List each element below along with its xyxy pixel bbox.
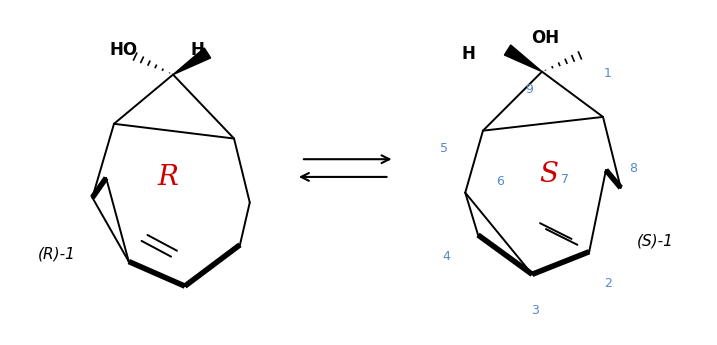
Text: (S)-1: (S)-1	[637, 233, 673, 248]
Text: 8: 8	[630, 161, 637, 175]
Polygon shape	[505, 45, 542, 72]
Text: (R)-1: (R)-1	[38, 246, 76, 261]
Text: 3: 3	[531, 304, 539, 317]
Text: 6: 6	[495, 175, 503, 188]
Text: 1: 1	[604, 67, 612, 80]
Text: 5: 5	[440, 142, 447, 155]
Text: 4: 4	[442, 250, 450, 263]
Text: OH: OH	[531, 29, 559, 47]
Text: 9: 9	[526, 83, 533, 96]
Polygon shape	[173, 48, 211, 75]
Text: HO: HO	[110, 41, 138, 59]
Text: 2: 2	[604, 277, 612, 290]
Text: H: H	[461, 45, 475, 63]
Text: S: S	[539, 161, 559, 188]
Text: 7: 7	[561, 174, 569, 186]
Text: R: R	[158, 165, 179, 191]
Text: H: H	[191, 41, 204, 59]
